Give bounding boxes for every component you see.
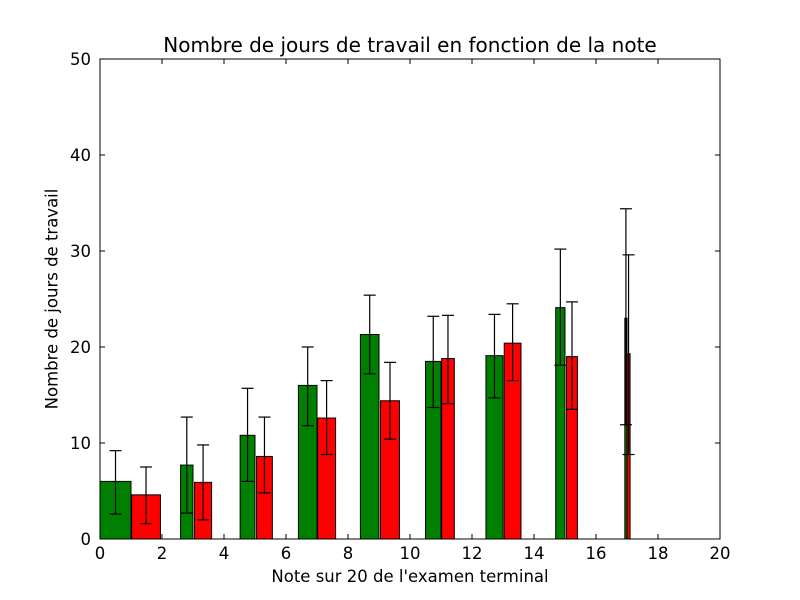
y-tick-label: 50: [70, 50, 91, 69]
x-tick-label: 4: [219, 544, 230, 563]
chart-title: Nombre de jours de travail en fonction d…: [163, 33, 657, 57]
y-tick-label: 10: [70, 434, 91, 453]
y-tick-label: 30: [70, 242, 91, 261]
y-axis-label-text: Nombre de jours de travail: [42, 188, 62, 410]
x-tick-label: 14: [524, 544, 545, 563]
x-tick-label: 2: [157, 544, 168, 563]
y-tick-label: 0: [81, 530, 92, 549]
y-tick-label: 40: [70, 146, 91, 165]
y-tick-label: 20: [70, 338, 91, 357]
x-tick-label: 18: [648, 544, 669, 563]
x-tick-label: 8: [343, 544, 354, 563]
x-tick-label: 16: [586, 544, 607, 563]
x-tick-label: 6: [281, 544, 292, 563]
x-tick-label: 0: [95, 544, 106, 563]
x-tick-label: 20: [710, 544, 731, 563]
x-axis-label: Note sur 20 de l'examen terminal: [271, 567, 549, 586]
x-tick-label: 10: [400, 544, 421, 563]
x-tick-label: 12: [462, 544, 483, 563]
